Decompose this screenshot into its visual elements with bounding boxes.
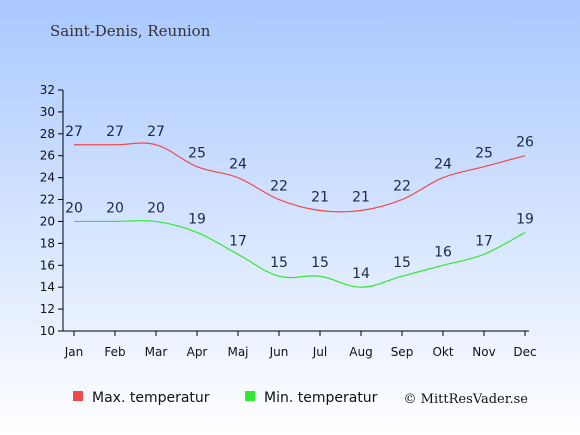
credit-text: © MittResVader.se [404, 392, 529, 407]
data-label-min: 17 [229, 233, 247, 249]
y-tick-label: 22 [40, 193, 55, 207]
data-label-min: 15 [393, 255, 411, 271]
x-tick-label: Jul [312, 345, 327, 359]
data-label-min: 14 [352, 266, 370, 282]
data-label-min: 16 [434, 244, 452, 260]
data-label-max: 22 [270, 179, 288, 195]
y-tick-label: 20 [40, 214, 55, 228]
legend-swatch-min [245, 391, 255, 401]
y-tick-label: 24 [40, 171, 55, 185]
y-tick-label: 10 [40, 324, 55, 338]
chart-title: Saint-Denis, Reunion [50, 22, 211, 40]
legend-label-min: Min. temperatur [264, 390, 378, 406]
x-tick-label: Nov [472, 345, 495, 359]
data-label-max: 27 [106, 124, 124, 140]
data-label-max: 26 [516, 135, 534, 151]
data-label-max: 21 [352, 190, 370, 206]
y-tick-label: 28 [40, 127, 55, 141]
data-label-min: 20 [106, 200, 124, 216]
data-label-max: 24 [229, 157, 247, 173]
data-label-max: 25 [188, 146, 206, 162]
data-label-min: 15 [270, 255, 288, 271]
data-label-min: 19 [188, 211, 206, 227]
y-tick-label: 12 [40, 302, 55, 316]
series-line-max [74, 142, 526, 213]
data-label-min: 20 [147, 200, 165, 216]
y-tick-label: 14 [40, 280, 55, 294]
data-label-max: 27 [65, 124, 83, 140]
plot-area: 10 12 14 16 18 20 22 24 26 28 30 32 Jan Feb Mar Apr Maj J… [40, 83, 537, 359]
data-label-min: 20 [65, 200, 83, 216]
data-label-min: 15 [311, 255, 329, 271]
x-tick-label: Okt [432, 345, 453, 359]
x-tick-label: Jun [269, 345, 289, 359]
x-tick-label: Apr [187, 345, 208, 359]
y-tick-label: 30 [40, 105, 55, 119]
x-tick-label: Mar [145, 345, 168, 359]
data-label-max: 22 [393, 179, 411, 195]
series-line-min [74, 219, 526, 288]
x-tick-label: Dec [513, 345, 536, 359]
data-label-min: 17 [475, 233, 493, 249]
legend: Max. temperatur Min. temperatur [73, 390, 378, 406]
data-label-max: 25 [475, 146, 493, 162]
y-tick-label: 26 [40, 149, 55, 163]
legend-swatch-max [73, 391, 83, 401]
data-label-max: 24 [434, 157, 452, 173]
y-tick-label: 16 [40, 258, 55, 272]
data-label-max: 21 [311, 190, 329, 206]
x-tick-label: Sep [391, 345, 414, 359]
data-label-max: 27 [147, 124, 165, 140]
x-tick-label: Aug [349, 345, 372, 359]
legend-label-max: Max. temperatur [92, 390, 210, 406]
x-tick-label: Jan [64, 345, 84, 359]
y-tick-label: 18 [40, 236, 55, 250]
x-tick-label: Maj [227, 345, 248, 359]
y-tick-label: 32 [40, 83, 55, 97]
x-tick-label: Feb [104, 345, 125, 359]
data-label-min: 19 [516, 211, 534, 227]
